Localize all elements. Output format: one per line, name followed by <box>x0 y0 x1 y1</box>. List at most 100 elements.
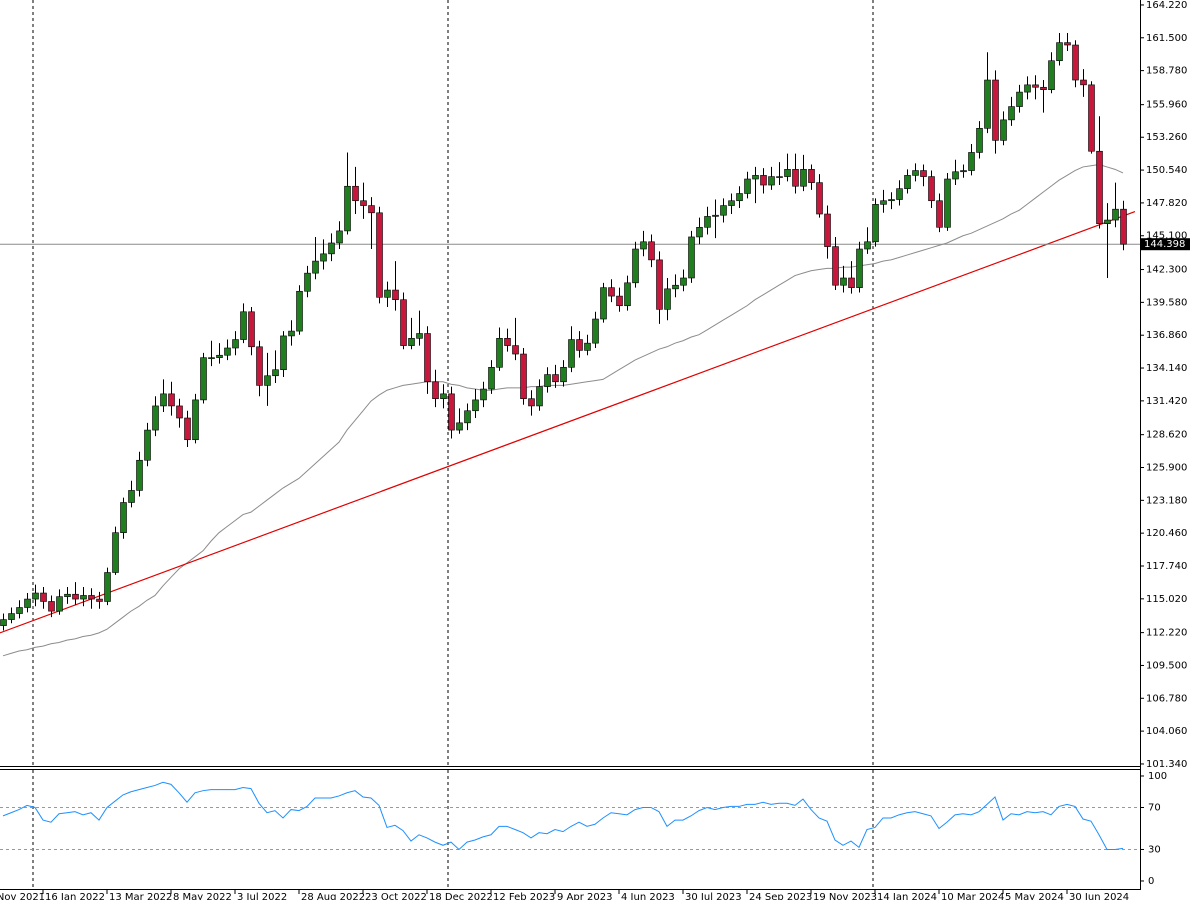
candle-body <box>216 354 223 358</box>
candle-body <box>392 289 399 301</box>
candle-body <box>800 169 807 187</box>
y-tick-label: 117.740 <box>1146 561 1187 572</box>
candle-body <box>160 393 167 407</box>
x-tick-label: 16 Jan 2022 <box>45 892 105 900</box>
y-tick-label: 150.540 <box>1146 165 1187 176</box>
x-tick-label: 18 Dec 2022 <box>429 892 493 900</box>
candle-body <box>1056 42 1063 62</box>
y-tick-label: 155.960 <box>1146 100 1187 111</box>
x-tick-label: 12 Feb 2023 <box>493 892 555 900</box>
candle-body <box>888 199 895 202</box>
candle-body <box>344 185 351 232</box>
x-tick-label: 21 Nov 2021 <box>0 892 45 900</box>
candle-body <box>288 330 295 337</box>
x-tick-label: 13 Mar 2022 <box>109 892 172 900</box>
rsi-line <box>2 781 1124 851</box>
candle-body <box>256 346 263 386</box>
candle-body <box>424 333 431 383</box>
candle-body <box>952 171 959 180</box>
candle-body <box>568 339 575 368</box>
last-price-box <box>1141 238 1190 251</box>
candle-body <box>1008 106 1015 121</box>
y-tick-label: 136.860 <box>1146 330 1187 341</box>
candle-body <box>432 381 439 399</box>
candle-body <box>336 230 343 244</box>
candle-body <box>1000 119 1007 141</box>
price-pane <box>0 0 1140 766</box>
candle-body <box>16 607 23 614</box>
candle-body <box>152 405 159 431</box>
candle-body <box>792 169 799 187</box>
candle-body <box>600 287 607 320</box>
candle-body <box>376 212 383 298</box>
candle-body <box>56 596 63 612</box>
candle-body <box>576 339 583 351</box>
candle-body <box>144 429 151 461</box>
candle-body <box>464 410 471 424</box>
candle-body <box>1112 208 1119 221</box>
candle-body <box>544 374 551 387</box>
y-tick-label: 101.340 <box>1146 759 1187 770</box>
candle-body <box>816 182 823 215</box>
candle-body <box>744 178 751 194</box>
last-price-label: 144.398 <box>1144 239 1185 250</box>
y-tick-label: 134.140 <box>1146 363 1187 374</box>
candle-body <box>584 342 591 351</box>
y-tick-label: 106.780 <box>1146 693 1187 704</box>
candle-body <box>992 79 999 141</box>
candle-body <box>664 288 671 310</box>
candle-body <box>776 176 783 178</box>
candle-body <box>72 593 79 600</box>
candle-body <box>944 178 951 228</box>
candle-body <box>328 242 335 255</box>
x-tick-label: 4 Jun 2023 <box>621 892 675 900</box>
candle-body <box>808 169 815 183</box>
candle-body <box>456 422 463 431</box>
candle-body <box>712 214 719 217</box>
candle-body <box>936 200 943 228</box>
x-tick-label: 14 Jan 2024 <box>877 892 937 900</box>
y-tick-label: 70 <box>1148 802 1161 813</box>
candle-body <box>176 405 183 419</box>
y-tick-label: 125.900 <box>1146 462 1187 473</box>
candle-body <box>272 369 279 377</box>
candle-body <box>224 347 231 356</box>
candle-body <box>528 398 535 407</box>
x-tick-label: 30 Jul 2023 <box>685 892 742 900</box>
candle-body <box>760 175 767 186</box>
candle-body <box>896 188 903 200</box>
candle-body <box>64 593 71 597</box>
candle-body <box>472 399 479 412</box>
candle-body <box>696 226 703 238</box>
candle-body <box>184 417 191 441</box>
candle-body <box>856 248 863 288</box>
candle-body <box>200 357 207 401</box>
candle-body <box>1032 84 1039 88</box>
x-tick-label: 10 Mar 2024 <box>941 892 1004 900</box>
candle-body <box>248 311 255 348</box>
candle-body <box>496 338 503 368</box>
candle-body <box>656 259 663 310</box>
candle-body <box>320 253 327 262</box>
candle-body <box>784 169 791 177</box>
candle-body <box>280 335 287 371</box>
x-tick-label: 9 Apr 2023 <box>557 892 612 900</box>
y-tick-label: 115.020 <box>1146 594 1187 605</box>
candle-body <box>1080 79 1087 86</box>
candle-body <box>96 598 103 602</box>
candle-body <box>408 338 415 346</box>
candle-body <box>648 241 655 261</box>
candle-body <box>112 532 119 573</box>
candle-body <box>1016 91 1023 107</box>
candle-body <box>720 205 727 216</box>
candle-body <box>192 399 199 441</box>
y-tick-label: 104.060 <box>1146 726 1187 737</box>
candle-body <box>552 374 559 383</box>
candle-body <box>32 592 39 600</box>
candle-body <box>480 388 487 401</box>
candle-body <box>848 277 855 288</box>
candle-body <box>632 248 639 284</box>
candle-body <box>728 200 735 206</box>
candle-body <box>24 598 31 608</box>
candle-body <box>400 299 407 346</box>
